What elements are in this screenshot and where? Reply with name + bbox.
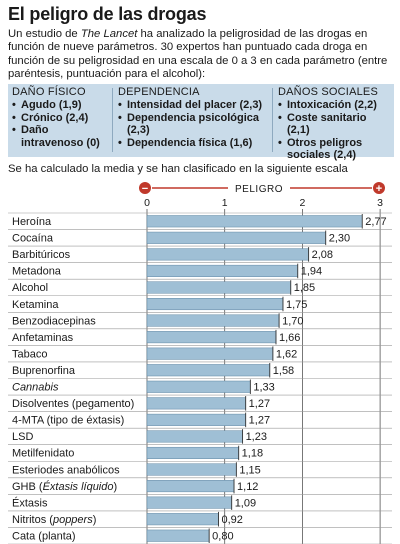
value-label: 0,92 — [221, 514, 242, 526]
intro-text: Un estudio de The Lancet ha analizado la… — [8, 28, 396, 81]
param-item: Agudo (1,9) — [21, 99, 82, 112]
category-label: Esteriodes anabólicos — [12, 464, 120, 476]
intro-journal: The Lancet — [80, 28, 138, 40]
value-label: 1,58 — [273, 365, 294, 377]
bar — [146, 248, 309, 261]
bar — [146, 215, 363, 228]
value-label: 2,30 — [329, 233, 350, 245]
value-label: 1,70 — [282, 315, 303, 327]
value-label: 1,33 — [253, 382, 274, 394]
divider — [272, 88, 273, 152]
category-label: Metilfenidato — [12, 448, 74, 460]
value-label: 1,94 — [301, 266, 322, 278]
bar — [146, 496, 232, 509]
bar — [146, 430, 243, 443]
value-label: 0,80 — [212, 530, 233, 542]
category-label: Barbitúricos — [12, 249, 71, 261]
param-heading: DEPENDENCIA — [118, 86, 200, 98]
bar — [146, 314, 280, 327]
value-label: 1,18 — [242, 448, 263, 460]
value-label: 1,09 — [235, 497, 256, 509]
value-label: 1,27 — [249, 415, 270, 427]
value-label: 1,62 — [276, 348, 297, 360]
param-item: Otros peligros sociales (2,4) — [287, 136, 363, 162]
category-label: Benzodiacepinas — [12, 315, 96, 327]
bar — [146, 347, 274, 360]
bar — [146, 413, 246, 426]
value-label: 2,77 — [365, 216, 386, 228]
bar — [146, 281, 291, 294]
bar — [146, 529, 210, 542]
param-item: Intensidad del placer (2,3) — [127, 99, 263, 112]
minus-symbol: − — [142, 183, 148, 195]
category-label: Ketamina — [12, 299, 59, 311]
scale-label: PELIGRO — [235, 184, 283, 195]
value-label: 1,27 — [249, 398, 270, 410]
value-label: 1,66 — [279, 332, 300, 344]
param-item: Dependencia psicológica (2,3) — [127, 111, 260, 137]
bar — [146, 397, 246, 410]
category-label: 4-MTA (tipo de éxtasis) — [12, 415, 124, 427]
plus-symbol: + — [376, 183, 382, 195]
tick-label: 1 — [222, 197, 228, 209]
param-group-dependence: DEPENDENCIA • Intensidad del placer (2,3)… — [118, 86, 278, 149]
category-label: LSD — [12, 431, 33, 443]
bar — [146, 463, 237, 476]
bar — [146, 364, 271, 377]
category-label: Buprenorfina — [12, 365, 76, 377]
value-label: 1,23 — [246, 431, 267, 443]
category-label: GHB (Éxtasis líquido) — [12, 480, 117, 493]
minus-icon — [139, 182, 151, 194]
tick-label: 0 — [144, 197, 150, 209]
category-label: Heroína — [12, 216, 52, 228]
param-item: Daño intravenoso (0) — [21, 124, 100, 149]
bar — [146, 264, 298, 277]
scale-description: Se ha calculado la media y se han clasif… — [8, 163, 348, 175]
tick-label: 2 — [299, 197, 305, 209]
param-heading: DAÑOS SOCIALES — [278, 86, 378, 98]
category-label: Cannabis — [12, 382, 59, 394]
param-group-social: DAÑOS SOCIALES • Intoxicación (2,2) • Cost… — [278, 86, 392, 161]
intro-part1: Un estudio de — [8, 28, 81, 40]
value-label: 1,12 — [237, 481, 258, 493]
category-label: Disolventes (pegamento) — [12, 398, 134, 410]
category-label: Metadona — [12, 266, 62, 278]
param-item: Crónico (2,4) — [21, 111, 89, 124]
category-label: Cata (planta) — [12, 530, 76, 542]
chart-title: El peligro de las drogas — [8, 4, 207, 24]
bar — [146, 331, 277, 344]
param-item: Coste sanitario (2,1) — [287, 111, 367, 137]
value-label: 1,85 — [294, 282, 315, 294]
bar — [146, 231, 326, 244]
parameters-panel: DAÑO FÍSICO • Agudo (1,9) • Crónico (2,4) … — [8, 84, 394, 161]
intro-part2: ha analizado la peligrosidad de las drog… — [8, 28, 388, 80]
bar — [146, 446, 239, 460]
tick-label: 3 — [377, 197, 383, 209]
plus-icon — [373, 182, 385, 194]
value-label: 1,15 — [239, 464, 260, 476]
divider — [112, 88, 113, 152]
param-item: Intoxicación (2,2) — [287, 99, 377, 112]
bar — [146, 380, 251, 393]
category-label: Anfetaminas — [12, 332, 74, 344]
value-label: 1,75 — [286, 299, 307, 311]
bar — [146, 298, 284, 311]
param-heading: DAÑO FÍSICO — [12, 86, 86, 98]
value-label: 2,08 — [312, 249, 333, 261]
category-label: Alcohol — [12, 282, 48, 294]
param-group-physical: DAÑO FÍSICO • Agudo (1,9) • Crónico (2,4) … — [12, 86, 108, 149]
category-label: Tabaco — [12, 348, 47, 360]
bar — [146, 480, 235, 493]
bar — [146, 513, 219, 526]
category-label: Nitritos (poppers) — [12, 514, 96, 526]
category-label: Éxtasis — [12, 496, 48, 509]
param-item: Dependencia física (1,6) — [127, 136, 253, 149]
category-label: Cocaína — [12, 233, 54, 245]
